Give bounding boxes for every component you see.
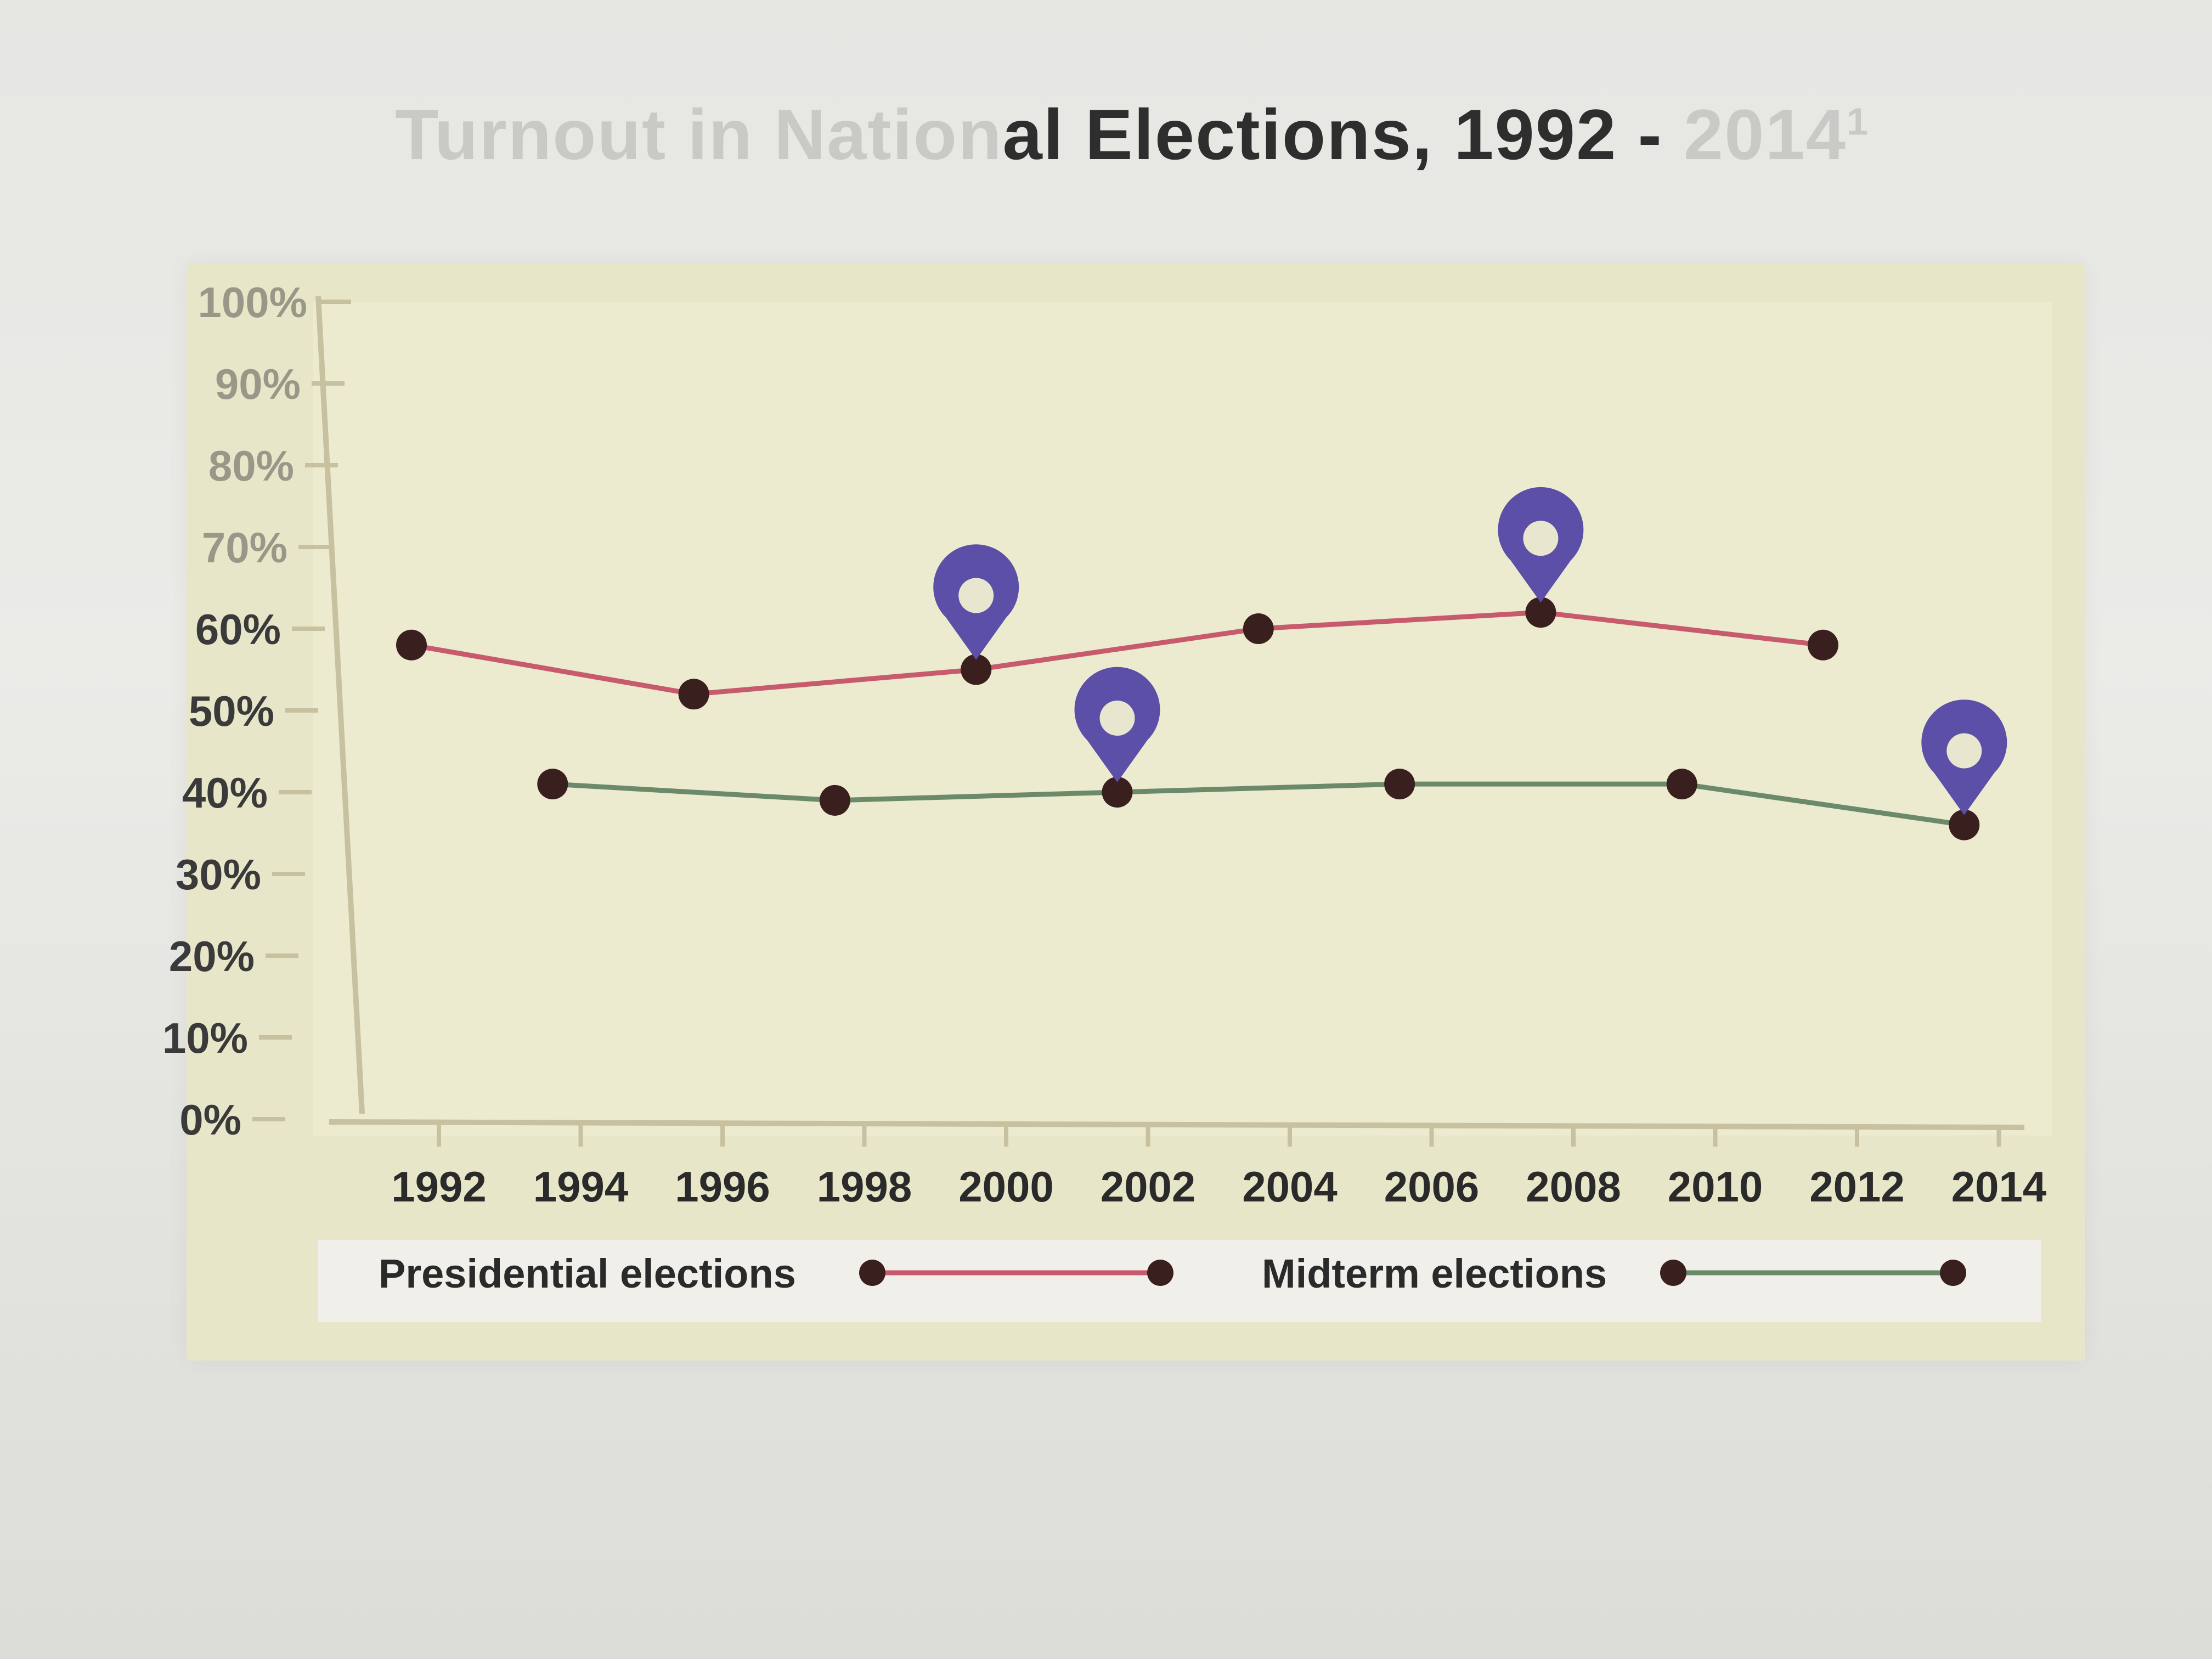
data-point — [1808, 629, 1838, 661]
marker-layer — [933, 487, 2007, 815]
chart-title: Turnout in National Elections, 1992 - 20… — [395, 93, 1887, 176]
series-layer — [396, 597, 1980, 840]
x-tick-label: 2010 — [1668, 1163, 1763, 1211]
chart-card — [187, 263, 2085, 1361]
y-tick-label: 70% — [202, 523, 287, 572]
x-tick-label: 1994 — [533, 1163, 629, 1211]
legend-point — [1660, 1260, 1686, 1286]
chart-title-part-2: al Elections, 1992 - — [1002, 94, 1684, 174]
x-tick-label: 1996 — [675, 1163, 770, 1211]
y-tick-label: 0% — [179, 1096, 241, 1144]
y-tick-label: 50% — [189, 687, 274, 735]
plot-area — [313, 302, 2052, 1136]
data-point — [1102, 777, 1133, 808]
chart-title-part-3: 2014 — [1683, 94, 1847, 174]
legend-point — [1940, 1260, 1966, 1286]
legend-point — [859, 1260, 885, 1286]
y-tick-label: 90% — [215, 360, 301, 408]
y-axis-line — [315, 296, 365, 1114]
y-tick-label: 80% — [208, 442, 294, 490]
y-tick-label: 40% — [182, 769, 268, 817]
y-tick-label: 60% — [195, 605, 281, 653]
x-tick-label: 1992 — [391, 1163, 487, 1211]
location-pin-hole — [1099, 701, 1135, 736]
data-point — [678, 679, 709, 710]
x-tick-label: 2004 — [1242, 1163, 1338, 1211]
legend: Presidential elections Midterm elections — [379, 1251, 1966, 1296]
y-tick-label: 10% — [162, 1014, 248, 1062]
series-line-midterm — [552, 781, 1965, 828]
x-tick-label: 2002 — [1101, 1163, 1196, 1211]
x-tick-label: 2000 — [958, 1163, 1054, 1211]
location-pin-hole — [1523, 521, 1559, 556]
x-tick-label: 2008 — [1526, 1163, 1621, 1211]
data-point — [1525, 597, 1556, 628]
location-pin-icon — [1498, 487, 1584, 603]
legend-label-midterm: Midterm elections — [1262, 1251, 1607, 1296]
data-point — [1243, 613, 1274, 644]
location-pin-icon — [1074, 667, 1160, 782]
location-pin-hole — [1946, 733, 1982, 769]
legend-point — [1147, 1260, 1173, 1286]
data-point — [1666, 769, 1697, 800]
x-tick-label: 2014 — [1951, 1163, 2047, 1211]
location-pin-icon — [1921, 699, 2007, 815]
y-tick-label: 100% — [198, 278, 308, 326]
y-tick-label: 30% — [176, 850, 261, 899]
axes: 0% 10% 20% 30% 40% 50% 60% 70% 80% 90% 100% 1992 199… — [162, 278, 2046, 1211]
data-point — [537, 769, 568, 800]
data-point — [396, 629, 427, 661]
x-tick-label: 2006 — [1384, 1163, 1480, 1211]
legend-label-presidential: Presidential elections — [379, 1251, 796, 1296]
x-tick-label: 2012 — [1809, 1163, 1905, 1211]
chart-title-footnote: 1 — [1847, 100, 1870, 143]
series-line-presidential — [411, 610, 1824, 697]
legend-box — [318, 1240, 2041, 1322]
chart-title-part-1: Turnout in Nation — [395, 94, 1003, 174]
y-tick-label: 20% — [169, 932, 255, 980]
data-point — [1384, 769, 1415, 800]
data-point — [961, 654, 992, 685]
x-tick-label: 1998 — [817, 1163, 912, 1211]
x-axis-line — [329, 1119, 2025, 1130]
location-pin-hole — [958, 578, 994, 613]
data-point — [819, 785, 850, 816]
location-pin-icon — [933, 544, 1019, 660]
data-point — [1949, 809, 1980, 840]
